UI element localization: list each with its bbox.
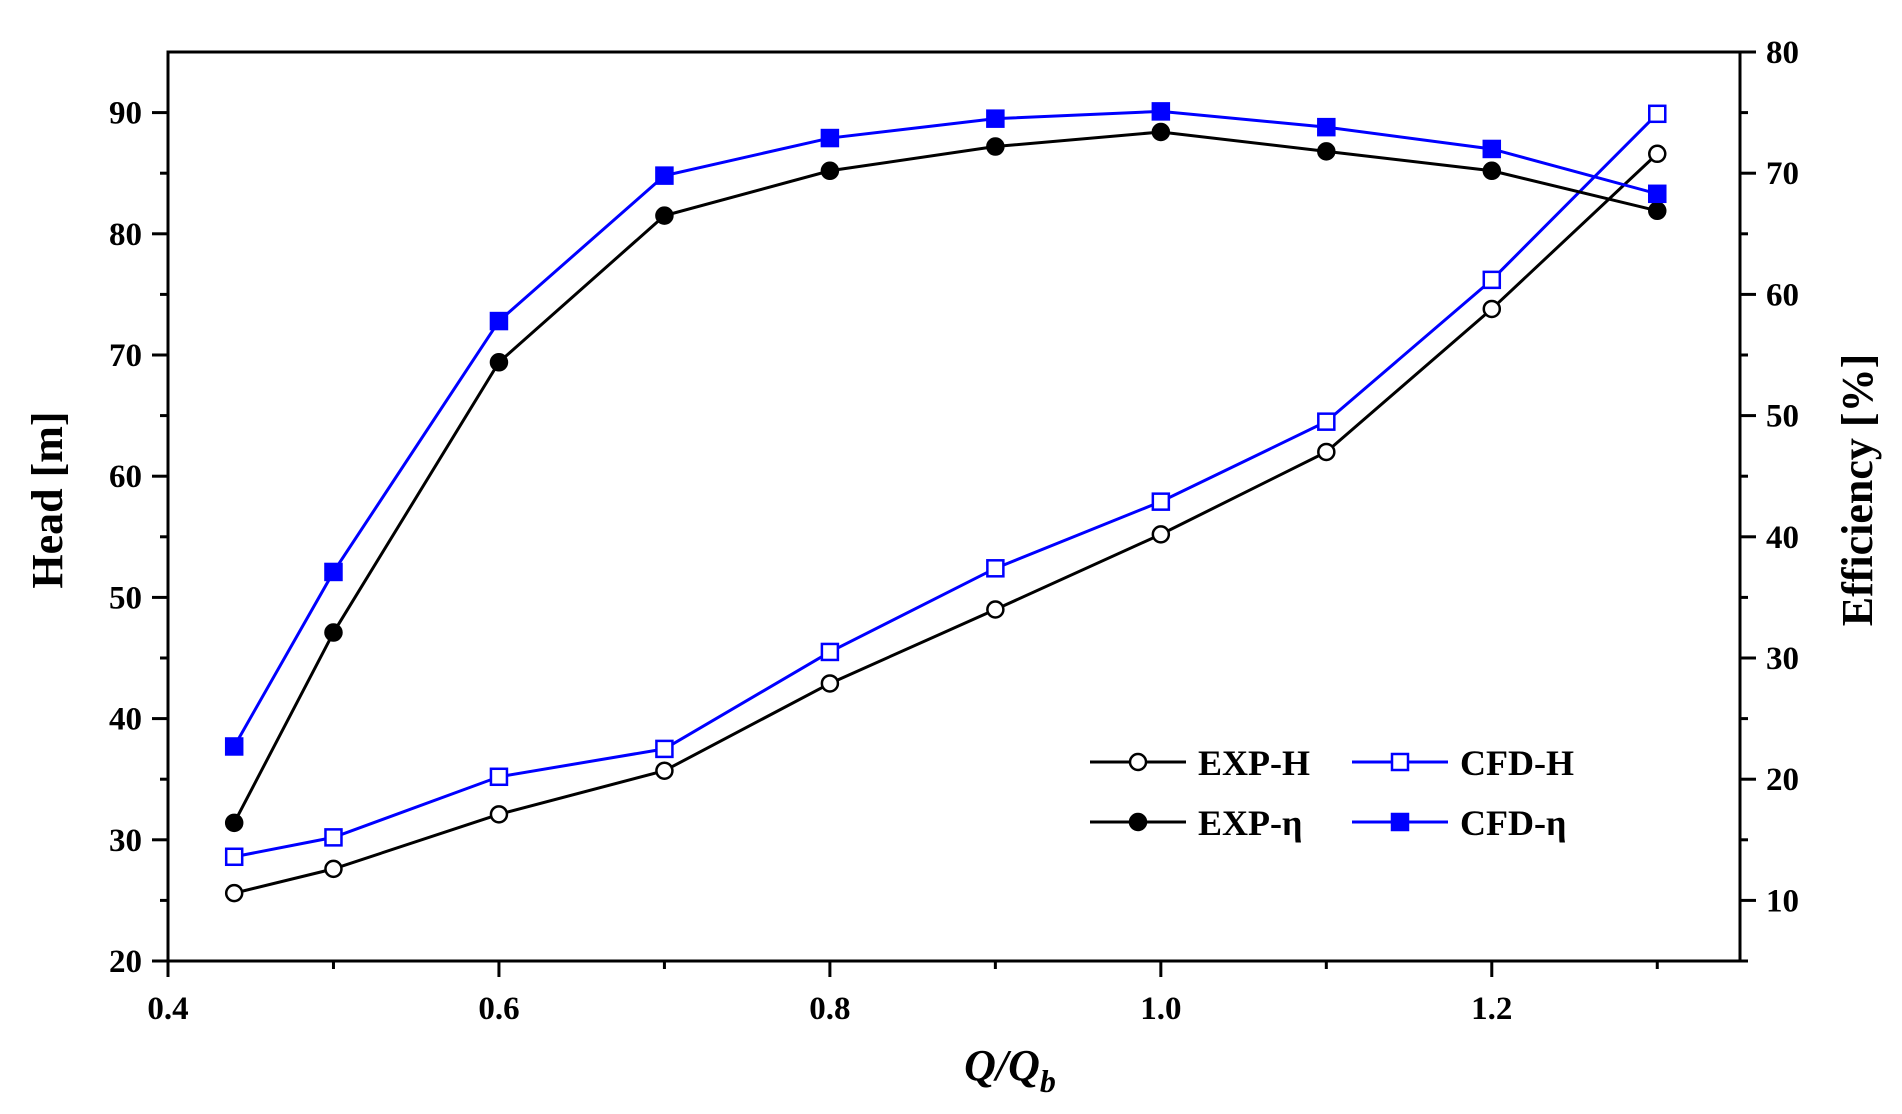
y-right-tick-label: 40 [1766, 520, 1799, 556]
data-point [1151, 102, 1171, 121]
data-point [1482, 161, 1502, 181]
data-point [224, 737, 244, 756]
series-layer [224, 102, 1667, 903]
y-right-tick-label: 20 [1766, 762, 1799, 798]
legend-item: EXP-η [1090, 803, 1302, 843]
x-tick-label: 1.2 [1471, 991, 1512, 1027]
data-point [1151, 525, 1171, 544]
data-point [224, 813, 244, 833]
data-point [655, 739, 674, 759]
data-point [1151, 122, 1171, 142]
legend-marker [1128, 812, 1148, 832]
y-left-axis-title: Head [m] [23, 411, 72, 588]
y-left-tick-label: 70 [109, 338, 142, 374]
legend-item: CFD-H [1352, 743, 1574, 783]
data-point [655, 166, 674, 185]
series-cfd- [224, 102, 1667, 756]
series-line [232, 109, 1658, 748]
data-point [986, 109, 1005, 128]
data-point [820, 674, 840, 693]
data-point [324, 859, 343, 879]
data-point [1482, 299, 1502, 319]
series-exp-h [224, 144, 1667, 903]
y-left-tick-label: 90 [109, 96, 142, 132]
y-left-tick-label: 50 [109, 580, 142, 616]
data-point [1317, 142, 1336, 161]
y-left-tick-label: 40 [109, 702, 142, 738]
legend: EXP-H CFD-H EXP-η CFD-η [1090, 743, 1574, 843]
data-point [820, 161, 840, 181]
x-tick-label: 1.0 [1140, 991, 1181, 1027]
data-point [489, 767, 509, 787]
axes-layer: 0.4 0.6 0.8 1.0 1.2 20 30 40 50 60 70 80 90 10 20 30 40 5… [109, 35, 1799, 1027]
data-point [1151, 492, 1171, 511]
y-left-tick-label: 60 [109, 459, 142, 495]
data-point [655, 206, 674, 225]
data-point [489, 353, 509, 372]
data-point [224, 847, 244, 867]
data-point [1648, 104, 1667, 124]
data-point [1482, 270, 1502, 290]
y-right-tick-label: 80 [1766, 35, 1799, 71]
legend-item: CFD-η [1352, 803, 1566, 843]
series-cfd-h [224, 104, 1667, 867]
data-point [1648, 201, 1667, 221]
y-right-tick-label: 50 [1766, 399, 1799, 435]
legend-marker [1128, 752, 1148, 772]
plot-frame [166, 50, 1742, 963]
legend-marker [1390, 752, 1410, 772]
data-point [986, 600, 1005, 619]
data-point [1648, 184, 1667, 204]
data-point [1317, 117, 1336, 137]
x-axis-title-subscript: b [1040, 1063, 1056, 1099]
y-left-tick-label: 30 [109, 823, 142, 859]
x-tick-label: 0.6 [478, 991, 519, 1027]
y-left-tick-label: 80 [109, 217, 142, 253]
data-point [655, 761, 674, 780]
legend-label: EXP-H [1198, 743, 1310, 783]
data-point [324, 828, 343, 847]
x-tick-label: 0.4 [147, 991, 188, 1027]
data-point [986, 137, 1005, 156]
y-right-tick-label: 70 [1766, 156, 1799, 192]
data-point [1648, 144, 1667, 164]
y-right-axis-title: Efficiency [%] [1833, 354, 1882, 626]
x-axis-title: Q/Qb [964, 1041, 1056, 1099]
y-left-tick-label: 20 [109, 944, 142, 980]
legend-label: EXP-η [1198, 803, 1302, 843]
series-line [233, 112, 1659, 859]
y-right-tick-label: 30 [1766, 641, 1799, 677]
x-axis-title-main: Q/Q [964, 1041, 1040, 1090]
data-point [489, 311, 509, 331]
series-line [233, 152, 1659, 895]
data-point [820, 128, 840, 148]
legend-label: CFD-η [1460, 803, 1566, 843]
data-point [1482, 139, 1502, 159]
data-point [1317, 412, 1336, 431]
legend-label: CFD-H [1460, 743, 1574, 783]
data-point [986, 559, 1005, 578]
y-right-tick-label: 60 [1766, 277, 1799, 313]
y-right-tick-label: 10 [1766, 883, 1799, 919]
data-point [224, 883, 244, 903]
legend-item: EXP-H [1090, 743, 1310, 783]
series-exp- [224, 122, 1667, 833]
data-point [324, 562, 343, 582]
series-line [232, 130, 1658, 824]
x-tick-label: 0.8 [809, 991, 850, 1027]
data-point [489, 805, 509, 824]
legend-marker [1390, 812, 1410, 832]
data-point [1317, 442, 1336, 462]
data-point [324, 623, 343, 642]
data-point [820, 642, 840, 662]
